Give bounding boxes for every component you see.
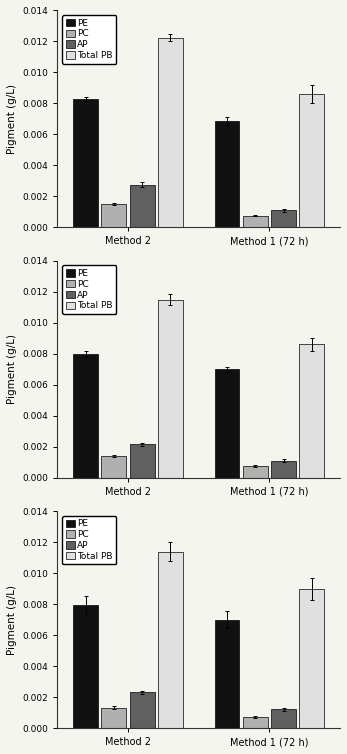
Bar [243, 216, 268, 227]
Bar [299, 345, 324, 477]
Bar [158, 38, 183, 227]
Bar [158, 551, 183, 728]
Bar [101, 204, 126, 227]
Bar [158, 299, 183, 477]
Bar [73, 100, 98, 227]
Bar [130, 692, 155, 728]
Y-axis label: Pigment (g/L): Pigment (g/L) [7, 334, 17, 404]
Bar [214, 121, 239, 227]
Bar [243, 466, 268, 477]
Bar [299, 589, 324, 728]
Bar [271, 710, 296, 728]
Bar [73, 605, 98, 728]
Bar [271, 461, 296, 477]
Bar [271, 210, 296, 227]
Y-axis label: Pigment (g/L): Pigment (g/L) [7, 584, 17, 654]
Bar [130, 185, 155, 227]
Legend: PE, PC, AP, Total PB: PE, PC, AP, Total PB [62, 15, 116, 63]
Bar [101, 708, 126, 728]
Legend: PE, PC, AP, Total PB: PE, PC, AP, Total PB [62, 265, 116, 314]
Bar [130, 444, 155, 477]
Bar [214, 369, 239, 477]
Y-axis label: Pigment (g/L): Pigment (g/L) [7, 84, 17, 154]
Bar [73, 354, 98, 477]
Bar [299, 94, 324, 227]
Legend: PE, PC, AP, Total PB: PE, PC, AP, Total PB [62, 516, 116, 565]
Bar [214, 620, 239, 728]
Bar [243, 717, 268, 728]
Bar [101, 456, 126, 477]
